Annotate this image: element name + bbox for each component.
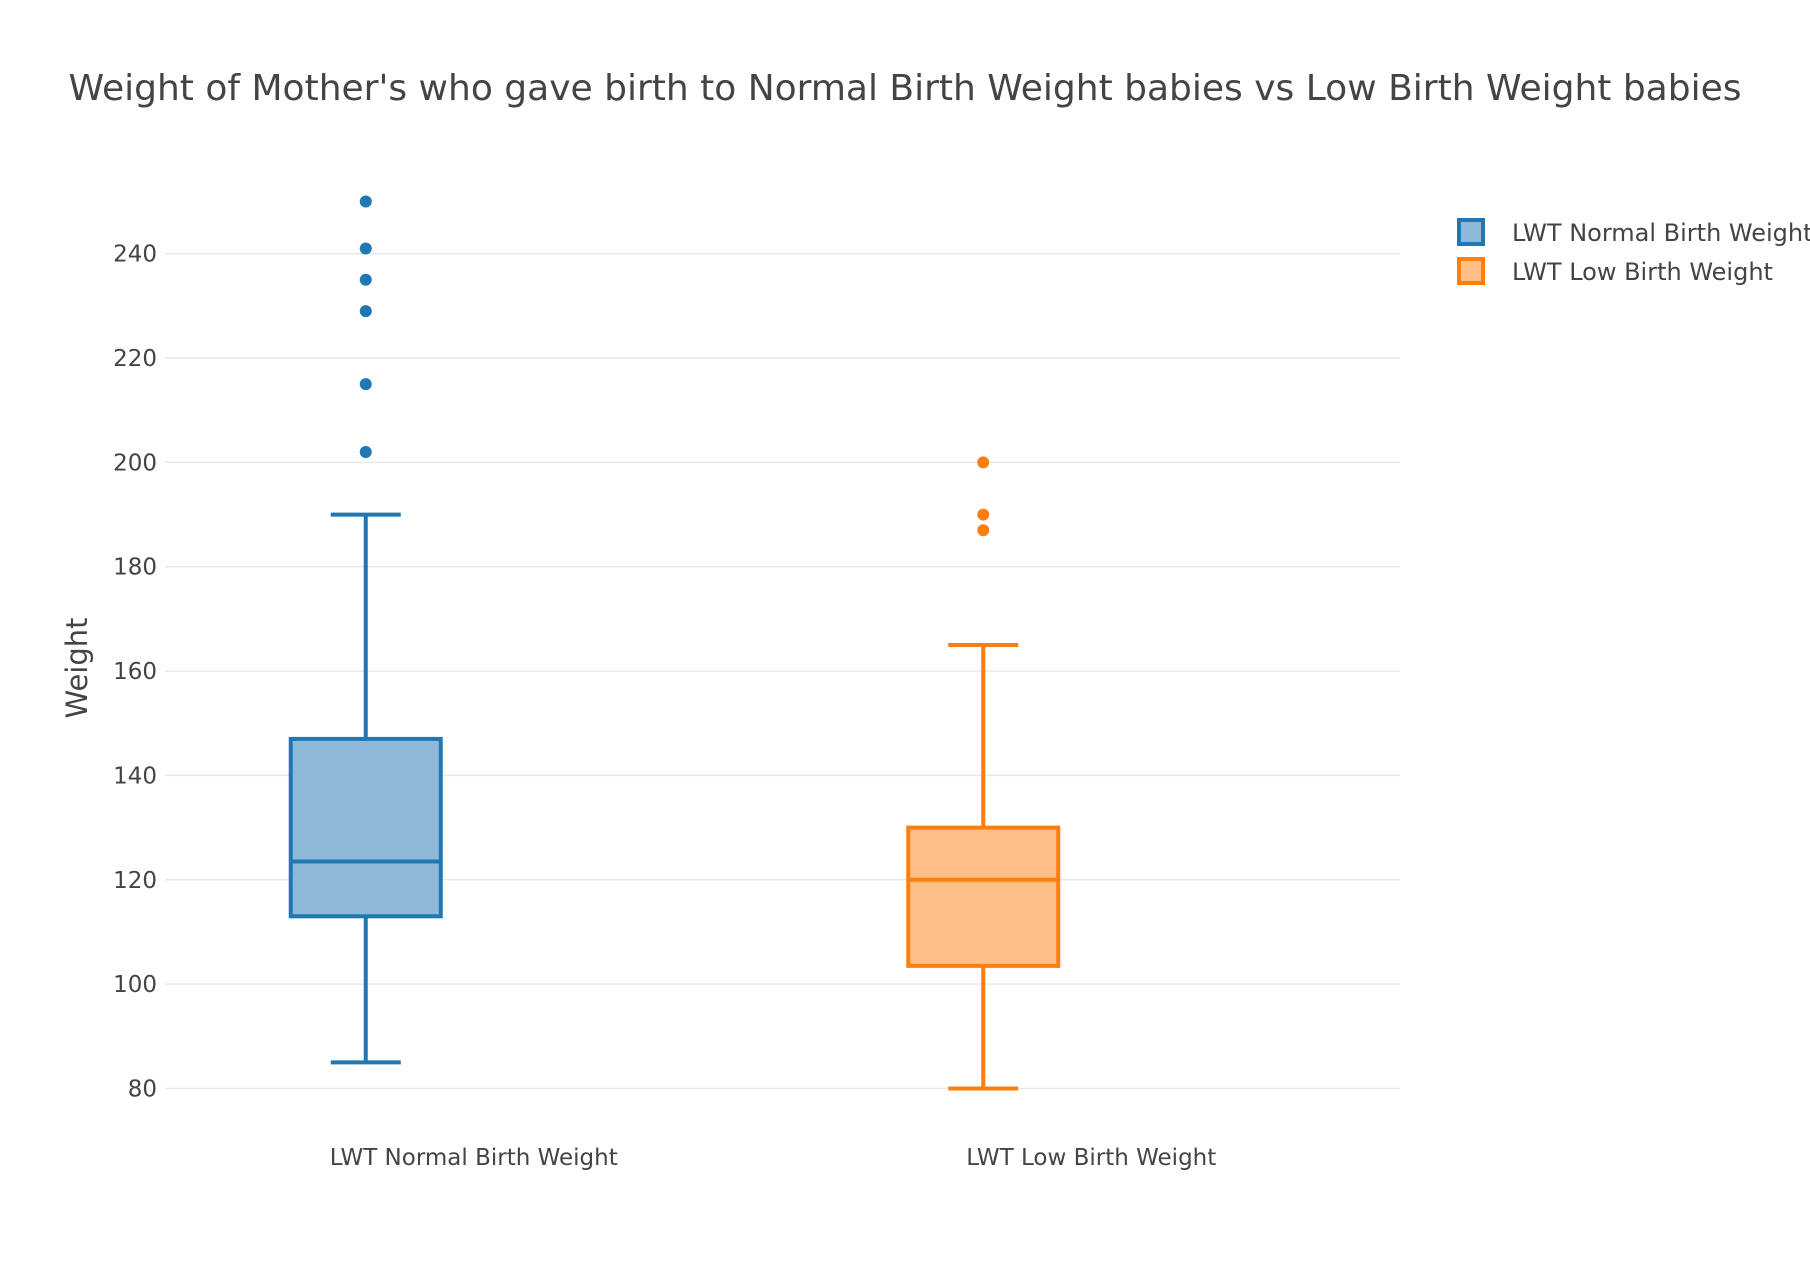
legend-item[interactable]: LWT Low Birth Weight: [1457, 257, 1773, 286]
gridlines: [165, 252, 1400, 1090]
box-trace: [906, 456, 1061, 1091]
legend-item[interactable]: LWT Normal Birth Weight: [1457, 218, 1810, 247]
outlier-point: [359, 195, 372, 208]
x-tick-label: LWT Low Birth Weight: [966, 1145, 1216, 1171]
boxes: [288, 195, 1061, 1091]
box-trace: [288, 195, 443, 1065]
y-tick-label: 80: [128, 1076, 157, 1102]
x-tick-label: LWT Normal Birth Weight: [330, 1145, 618, 1171]
legend-swatch: [1457, 218, 1485, 246]
outlier-point: [359, 378, 372, 391]
legend[interactable]: LWT Normal Birth Weight LWT Low Birth Wei…: [1457, 218, 1810, 286]
y-tick-label: 200: [113, 450, 157, 476]
y-tick-label: 120: [113, 868, 157, 894]
y-axis-title: Weight: [60, 617, 94, 718]
outlier-point: [977, 456, 990, 469]
outlier-point: [977, 508, 990, 521]
y-tick-label: 220: [113, 346, 157, 372]
outlier-point: [359, 445, 372, 458]
outlier-point: [359, 305, 372, 318]
y-tick-label: 180: [113, 555, 157, 581]
legend-swatch: [1457, 257, 1485, 285]
legend-label: LWT Low Birth Weight: [1512, 258, 1773, 286]
outlier-point: [359, 242, 372, 255]
legend-label: LWT Normal Birth Weight: [1512, 219, 1810, 247]
chart-title: Weight of Mother's who gave birth to Nor…: [68, 68, 1741, 109]
y-tick-label: 160: [113, 659, 157, 685]
outlier-point: [359, 273, 372, 286]
y-tick-label: 100: [113, 972, 157, 998]
box-iqr: [288, 736, 443, 919]
outlier-point: [977, 524, 990, 537]
y-axis-ticks: 80 100 120 140 160 180 200 220 240: [113, 242, 157, 1103]
box-iqr: [906, 825, 1061, 968]
x-axis-ticks: LWT Normal Birth Weight LWT Low Birth Wei…: [330, 1145, 1217, 1171]
y-tick-label: 140: [113, 763, 157, 789]
y-tick-label: 240: [113, 242, 157, 268]
